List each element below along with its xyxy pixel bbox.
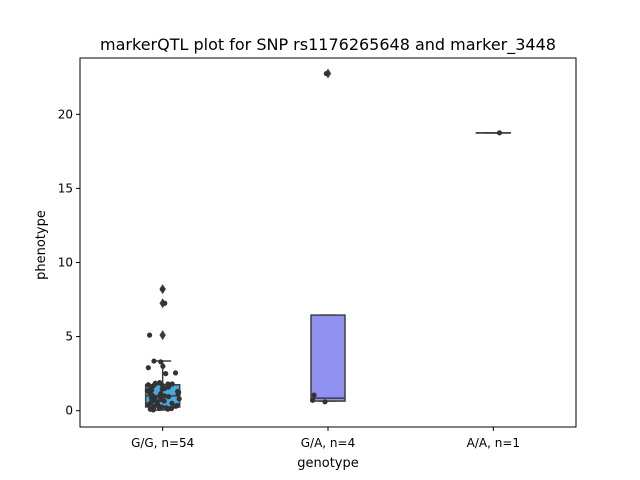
points-2 (496, 130, 503, 136)
data-point (161, 398, 167, 404)
box-iqr (310, 314, 346, 402)
data-point (172, 370, 179, 376)
data-point (310, 397, 316, 403)
data-point (323, 70, 329, 77)
data-point (169, 400, 175, 406)
y-tick-label: 10 (58, 256, 73, 270)
data-point (156, 405, 162, 412)
data-point (150, 407, 156, 413)
data-point (159, 386, 165, 392)
y-tick-label: 0 (65, 404, 73, 418)
points-1 (310, 70, 329, 405)
data-point (158, 359, 164, 365)
data-point (160, 363, 166, 369)
data-point (163, 371, 169, 377)
data-point (173, 403, 179, 409)
axes: 0 5 10 15 20 G/G, n=54 G/A, n=4 A/A, n=1 (58, 57, 577, 450)
data-point (496, 130, 503, 136)
data-point (322, 399, 328, 405)
data-point (165, 406, 171, 412)
x-axis-label: genotype (297, 456, 358, 471)
box-1 (310, 68, 346, 402)
data-point (146, 332, 153, 338)
y-tick-label: 15 (58, 181, 73, 195)
data-point (169, 381, 175, 387)
data-point (165, 394, 172, 400)
x-tick-label: A/A, n=1 (467, 436, 520, 450)
data-point (162, 300, 168, 306)
data-point (145, 402, 151, 408)
y-tick-label: 5 (65, 330, 73, 344)
plot-area (144, 68, 512, 413)
points-0 (144, 286, 182, 413)
x-tick-label: G/A, n=4 (301, 436, 355, 450)
chart-title: markerQTL plot for SNP rs1176265648 and … (100, 35, 556, 55)
y-tick-label: 20 (58, 107, 73, 121)
y-axis-label: phenotype (34, 210, 49, 280)
data-point (311, 392, 317, 398)
data-point (145, 365, 151, 371)
x-tick-label: G/G, n=54 (131, 436, 194, 450)
data-point (151, 358, 157, 364)
data-point (175, 391, 181, 397)
outlier-marker (159, 330, 166, 341)
data-point (159, 286, 165, 292)
data-point (161, 393, 167, 399)
data-point (176, 396, 182, 402)
